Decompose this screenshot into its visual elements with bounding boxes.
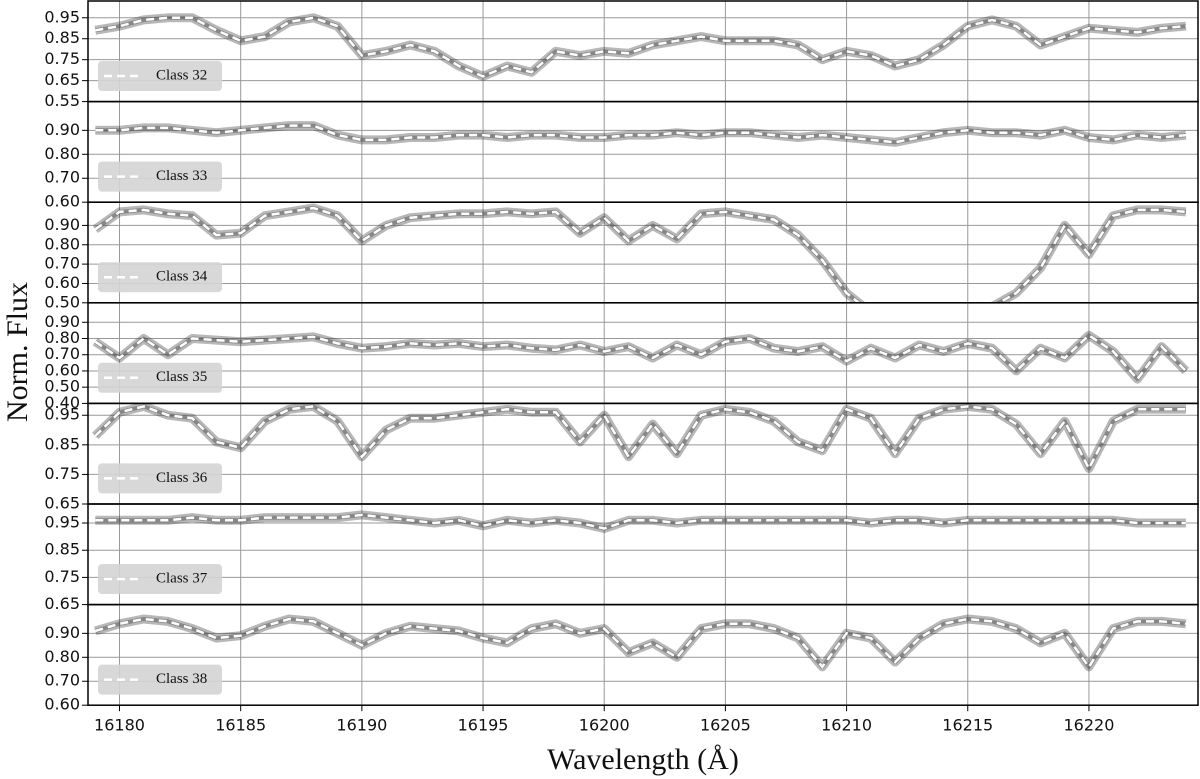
panel-frame <box>87 603 1199 706</box>
mean-line <box>94 617 1187 670</box>
x-tick-label: 16190 <box>336 716 387 735</box>
panel <box>88 101 1198 203</box>
mean-line <box>94 206 1187 303</box>
y-tick-label: 0.80 <box>44 144 80 163</box>
y-tick-label: 0.60 <box>44 273 80 292</box>
y-tick-label: 0.80 <box>44 234 80 253</box>
y-tick-label: 0.65 <box>44 70 80 89</box>
y-tick-label: 0.65 <box>44 494 80 513</box>
x-axis-label: Wavelength (Å) <box>547 743 739 776</box>
y-tick-label: 0.70 <box>44 344 80 363</box>
panel <box>88 1 1198 102</box>
legend-label: Class 35 <box>156 369 207 385</box>
panel <box>88 202 1198 303</box>
density-line <box>92 203 1187 303</box>
legend-box <box>98 463 222 494</box>
panel <box>88 403 1198 504</box>
y-tick-label: 0.60 <box>44 695 80 714</box>
y-axis-label: Norm. Flux <box>1 282 34 422</box>
legend-label: Class 36 <box>156 470 208 486</box>
y-tick-label: 0.90 <box>44 312 80 331</box>
legend-box <box>98 362 222 393</box>
legend-box <box>98 161 222 192</box>
y-tick-label: 0.60 <box>44 192 80 211</box>
x-tick-label: 16215 <box>942 716 993 735</box>
legend-label: Class 38 <box>156 671 207 687</box>
x-tick-label: 16210 <box>821 716 872 735</box>
y-tick-label: 0.70 <box>44 168 80 187</box>
y-tick-label: 0.40 <box>44 393 80 412</box>
panel <box>88 302 1198 404</box>
panel-frame <box>87 402 1199 505</box>
mean-line <box>94 333 1187 382</box>
y-tick-label: 0.70 <box>44 671 80 690</box>
y-tick-label: 0.80 <box>44 328 80 347</box>
legend-box <box>98 564 222 594</box>
legend-label: Class 34 <box>156 269 208 285</box>
y-tick-label: 0.80 <box>44 647 80 666</box>
mean-line <box>94 405 1186 472</box>
mean-line <box>95 124 1187 144</box>
legend-box <box>98 262 222 293</box>
mean-line <box>95 16 1187 78</box>
y-tick-label: 0.90 <box>44 120 80 139</box>
x-tick-label: 16185 <box>215 716 266 735</box>
y-tick-label: 0.65 <box>44 594 80 613</box>
legend-box <box>98 61 222 91</box>
panel-frame <box>87 100 1199 203</box>
y-tick-label: 0.95 <box>44 513 80 532</box>
y-tick-label: 0.50 <box>44 292 80 311</box>
x-tick-label: 16200 <box>579 716 630 735</box>
mean-line <box>95 513 1186 530</box>
y-tick-label: 0.95 <box>44 405 80 424</box>
y-tick-label: 0.75 <box>44 49 80 68</box>
y-tick-label: 0.85 <box>44 28 80 47</box>
y-tick-label: 0.60 <box>44 360 80 379</box>
density-line <box>94 614 1187 672</box>
y-tick-label: 0.75 <box>44 567 80 586</box>
panel-frame <box>87 201 1199 304</box>
y-tick-label: 0.95 <box>44 7 80 26</box>
x-tick-label: 16195 <box>458 716 509 735</box>
legend-label: Class 33 <box>156 168 207 184</box>
y-tick-label: 0.85 <box>44 540 80 559</box>
y-tick-label: 0.90 <box>44 623 80 642</box>
y-tick-label: 0.50 <box>44 377 80 396</box>
legend-label: Class 32 <box>156 67 207 83</box>
y-tick-label: 0.85 <box>44 434 80 453</box>
y-tick-label: 0.55 <box>44 91 80 110</box>
panel <box>88 504 1198 605</box>
x-tick-label: 16205 <box>700 716 751 735</box>
legend-box <box>98 664 222 695</box>
panel <box>88 604 1198 706</box>
y-tick-label: 0.70 <box>44 254 80 273</box>
legend-label: Class 37 <box>156 570 208 586</box>
y-tick-label: 0.90 <box>44 215 80 234</box>
x-tick-label: 16220 <box>1063 716 1114 735</box>
x-tick-label: 16180 <box>94 716 145 735</box>
y-tick-label: 0.75 <box>44 464 80 483</box>
